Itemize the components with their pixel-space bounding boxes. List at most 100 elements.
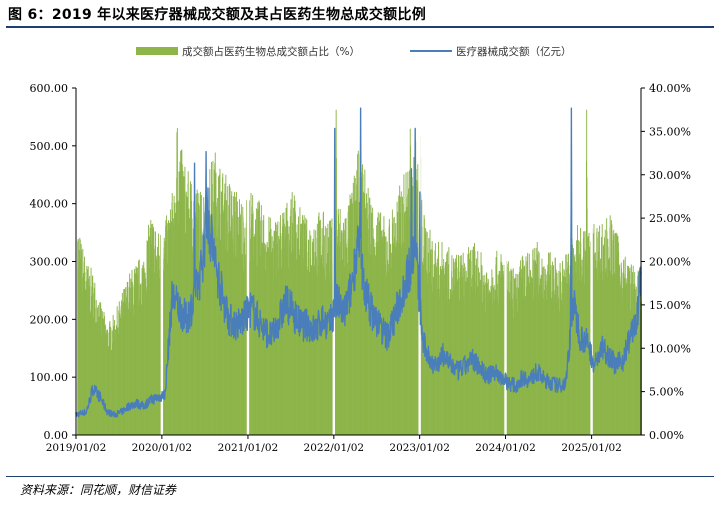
ratio-bar xyxy=(549,274,550,435)
ratio-bar xyxy=(405,197,407,435)
ratio-bar xyxy=(488,293,490,435)
ratio-bar xyxy=(461,282,463,435)
ratio-bar xyxy=(586,266,588,435)
x-tick-label: 2020/01/02 xyxy=(132,442,193,454)
ratio-bar xyxy=(158,255,160,435)
x-tick-label: 2023/01/02 xyxy=(389,442,450,454)
ratio-bar xyxy=(581,274,583,435)
ratio-bar xyxy=(555,269,557,435)
ratio-bar xyxy=(435,262,437,435)
ratio-bar xyxy=(193,201,195,435)
ratio-bar xyxy=(104,332,106,435)
turnover-line xyxy=(75,107,642,418)
ratio-bar xyxy=(446,251,448,435)
ratio-bar xyxy=(351,192,353,435)
ratio-bar xyxy=(150,244,152,435)
ratio-bar xyxy=(407,171,409,435)
ratio-bar xyxy=(491,269,493,435)
ratio-bar xyxy=(479,279,481,435)
ratio-bar xyxy=(509,299,511,435)
ratio-bar xyxy=(91,312,93,435)
ratio-bar xyxy=(386,275,387,435)
ratio-bar xyxy=(514,277,516,435)
y-right-tick-label: 25.00% xyxy=(649,212,691,225)
ratio-bar xyxy=(458,277,460,435)
ratio-bar xyxy=(283,223,285,435)
y-left-tick-label: 300.00 xyxy=(30,256,69,269)
ratio-bar xyxy=(223,212,224,435)
ratio-bar xyxy=(516,298,518,435)
ratio-bar xyxy=(326,253,328,435)
ratio-bar xyxy=(295,232,297,435)
ratio-bar xyxy=(109,320,111,435)
ratio-bar xyxy=(639,271,641,435)
ratio-bar xyxy=(484,282,486,435)
ratio-bar xyxy=(412,186,414,435)
ratio-bar xyxy=(180,151,182,435)
ratio-bar xyxy=(521,276,522,435)
y-left-tick-label: 600.00 xyxy=(30,82,69,95)
ratio-bar xyxy=(501,262,503,435)
ratio-bar xyxy=(395,246,397,435)
ratio-bar xyxy=(78,267,80,435)
ratio-bar xyxy=(219,213,221,435)
ratio-bar xyxy=(186,236,188,435)
ratio-bar xyxy=(114,344,116,435)
ratio-bar xyxy=(634,315,636,435)
ratio-bar xyxy=(394,256,396,435)
ratio-bar xyxy=(339,261,341,435)
ratio-bar xyxy=(415,169,417,435)
ratio-bar xyxy=(618,251,620,435)
ratio-bar xyxy=(115,325,117,435)
ratio-bar xyxy=(550,265,552,435)
ratio-bar xyxy=(344,249,346,435)
ratio-bar xyxy=(280,267,282,435)
ratio-bar xyxy=(153,272,155,435)
ratio-bar xyxy=(423,218,425,435)
ratio-bar xyxy=(328,280,330,435)
ratio-bar xyxy=(358,233,359,435)
ratio-bar xyxy=(512,268,514,435)
ratio-bar xyxy=(619,295,621,435)
ratio-bar xyxy=(343,239,345,435)
ratio-bar xyxy=(614,233,616,435)
ratio-bar xyxy=(532,298,534,435)
ratio-bar xyxy=(404,212,406,435)
ratio-bar xyxy=(547,264,549,435)
ratio-bar xyxy=(456,281,458,435)
source-rule xyxy=(6,476,714,477)
ratio-bar xyxy=(499,277,501,435)
ratio-bar xyxy=(494,289,496,435)
axes: 0.00 100.00 200.00 300.00 400.00 500.00 600.00… xyxy=(30,82,691,454)
ratio-bar xyxy=(364,204,366,435)
ratio-bar xyxy=(558,312,560,435)
ratio-bar xyxy=(237,259,239,435)
ratio-bar xyxy=(562,304,564,435)
ratio-bar xyxy=(143,272,145,435)
ratio-bar xyxy=(209,215,211,435)
ratio-bar xyxy=(147,241,149,435)
ratio-bar xyxy=(410,167,412,435)
ratio-bar xyxy=(583,284,585,435)
ratio-bar xyxy=(414,213,415,435)
ratio-bar xyxy=(629,313,631,435)
ratio-bar xyxy=(374,256,376,435)
ratio-bar xyxy=(112,315,114,435)
ratio-bar xyxy=(148,268,150,435)
ratio-bar xyxy=(218,176,220,435)
ratio-bar xyxy=(349,249,351,435)
source-note: 资料来源：同花顺，财信证券 xyxy=(20,483,177,497)
ratio-bar xyxy=(145,290,147,435)
ratio-bar xyxy=(236,253,238,435)
ratio-bar xyxy=(252,213,254,435)
ratio-bar xyxy=(86,265,88,435)
ratio-bar xyxy=(570,251,572,435)
ratio-bar xyxy=(527,276,529,435)
ratio-bar xyxy=(125,308,127,435)
ratio-bar xyxy=(636,318,638,435)
ratio-bar xyxy=(173,195,175,435)
ratio-bar xyxy=(611,231,613,435)
ratio-bar xyxy=(557,286,559,435)
ratio-bar xyxy=(99,303,101,435)
holiday-gap xyxy=(160,88,164,435)
